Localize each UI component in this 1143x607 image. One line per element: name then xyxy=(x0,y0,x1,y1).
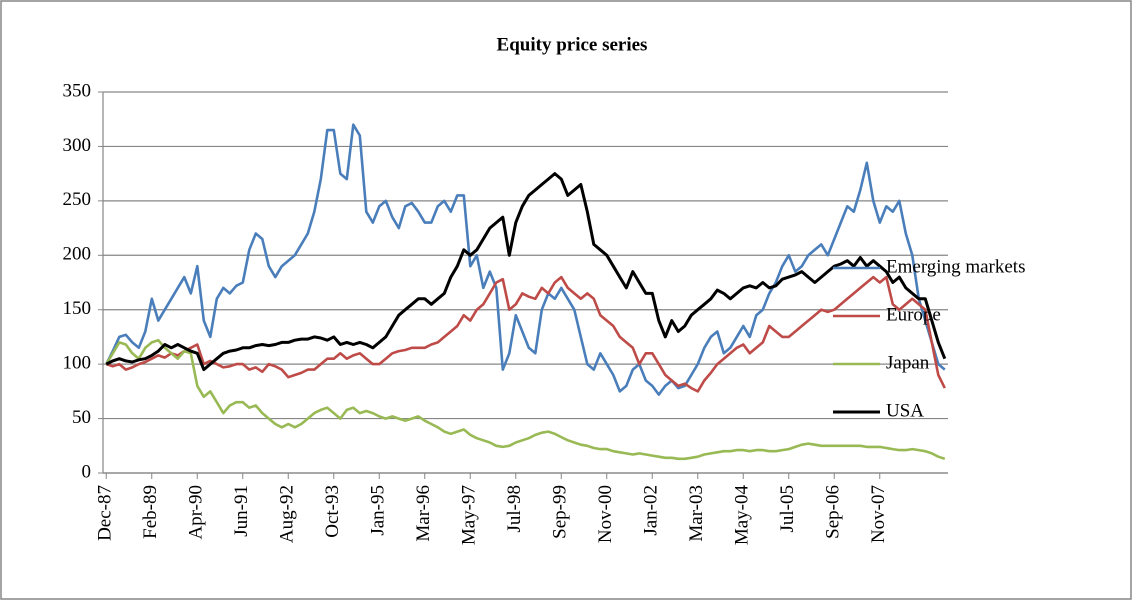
x-tick-label: Jul-05 xyxy=(777,485,798,533)
series-line xyxy=(105,338,946,461)
x-tick-label: Aug-92 xyxy=(277,485,298,543)
y-tick-label: 0 xyxy=(82,461,92,482)
x-tick-label: Mar-03 xyxy=(686,485,707,542)
y-tick-label: 300 xyxy=(63,135,92,156)
y-tick-label: 350 xyxy=(63,80,92,101)
series-line xyxy=(105,275,946,393)
x-tick-label: Dec-87 xyxy=(95,485,116,541)
x-tick-label: Nov-00 xyxy=(595,485,616,543)
x-tick-label: Jan-02 xyxy=(641,485,662,536)
y-tick-label: 100 xyxy=(63,353,92,374)
x-tick-label: Jul-98 xyxy=(504,485,525,533)
x-tick-label: Apr-90 xyxy=(186,485,207,540)
legend-label: USA xyxy=(886,400,924,421)
series-line xyxy=(105,172,947,372)
y-tick-label: 200 xyxy=(63,244,92,265)
x-tick-label: Mar-96 xyxy=(413,485,434,542)
x-tick-label: Nov-07 xyxy=(868,485,889,543)
x-tick-label: Jun-91 xyxy=(231,485,252,537)
y-tick-label: 150 xyxy=(63,298,92,319)
legend-label: Japan xyxy=(886,352,930,373)
x-tick-label: May-04 xyxy=(732,485,753,546)
legend-label: Europe xyxy=(886,304,941,325)
x-tick-label: Sep-06 xyxy=(823,485,844,539)
chart-title: Equity price series xyxy=(497,34,648,55)
x-tick-label: Sep-99 xyxy=(550,485,571,539)
series-line xyxy=(105,123,946,396)
x-tick-label: Oct-93 xyxy=(322,485,343,538)
x-tick-label: Feb-89 xyxy=(140,485,161,539)
chart-border xyxy=(0,0,1132,600)
legend-label: Emerging markets xyxy=(886,256,1025,277)
y-tick-label: 250 xyxy=(63,189,92,210)
x-tick-label: Jan-95 xyxy=(368,485,389,536)
y-tick-label: 50 xyxy=(72,407,91,428)
x-tick-label: May-97 xyxy=(459,485,480,545)
